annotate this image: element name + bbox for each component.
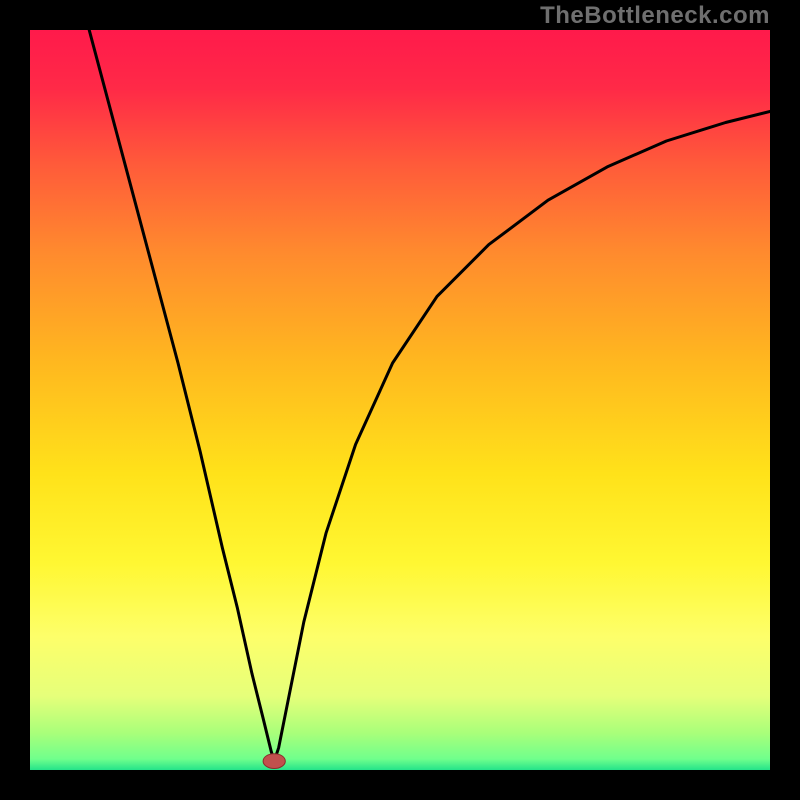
gradient-background — [30, 30, 770, 770]
watermark-text: TheBottleneck.com — [540, 2, 770, 30]
plot-area — [30, 30, 770, 770]
minimum-marker — [263, 754, 285, 769]
chart-frame: TheBottleneck.com — [0, 0, 800, 800]
chart-svg — [30, 30, 770, 770]
